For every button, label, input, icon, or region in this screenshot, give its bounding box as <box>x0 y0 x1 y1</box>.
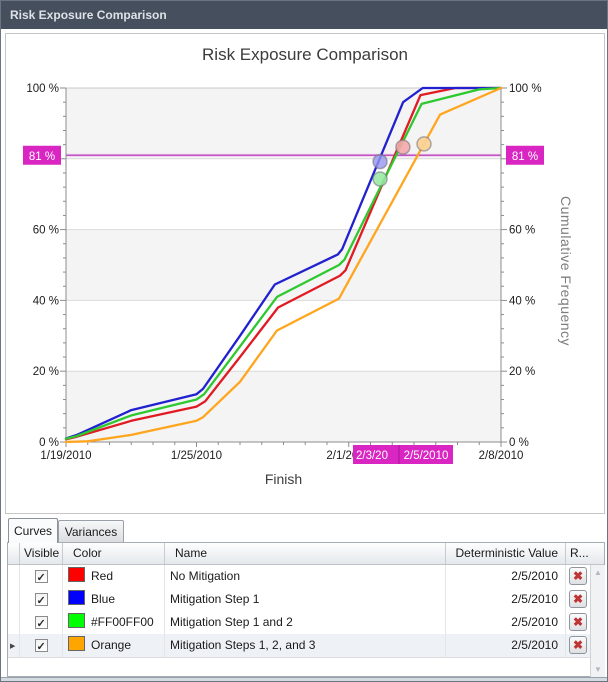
curve-2[interactable] <box>64 86 503 440</box>
color-name: #FF00FF00 <box>91 615 154 629</box>
header-color[interactable]: Color <box>63 543 165 564</box>
header-selector <box>8 543 20 564</box>
color-cell[interactable]: Blue <box>63 588 165 611</box>
tab-variances[interactable]: Variances <box>58 520 124 543</box>
color-cell[interactable]: Orange <box>63 634 165 657</box>
window-title: Risk Exposure Comparison <box>10 8 167 22</box>
table-header-row: Visible Color Name Deterministic Value R… <box>8 543 604 565</box>
checkbox-checked-icon <box>34 613 48 634</box>
deterministic-value-cell[interactable]: 2/5/2010 <box>446 565 566 588</box>
x-axis-title: Finish <box>264 471 303 487</box>
svg-text:2/8/2010: 2/8/2010 <box>479 450 524 462</box>
svg-text:0 %: 0 % <box>39 437 59 449</box>
row-selector-cell[interactable] <box>8 588 20 611</box>
scroll-down-icon[interactable]: ▼ <box>594 665 602 674</box>
curves[interactable] <box>64 86 503 444</box>
axis-ticks <box>60 87 507 447</box>
row-selector-cell[interactable] <box>8 611 20 634</box>
curve-name-cell[interactable]: Mitigation Step 1 and 2 <box>165 611 446 634</box>
color-cell[interactable]: Red <box>63 565 165 588</box>
svg-text:40 %: 40 % <box>509 295 535 307</box>
curve-0[interactable] <box>64 86 503 441</box>
svg-text:1/19/2010: 1/19/2010 <box>40 450 91 462</box>
deterministic-value-cell[interactable]: 2/5/2010 <box>446 634 566 657</box>
visible-checkbox[interactable] <box>20 634 63 657</box>
delete-curve-button[interactable] <box>569 590 587 608</box>
color-cell[interactable]: #FF00FF00 <box>63 611 165 634</box>
curves-table: Visible Color Name Deterministic Value R… <box>7 542 605 677</box>
marker-2 <box>372 171 388 187</box>
header-remove[interactable]: R... <box>570 546 589 560</box>
table-row[interactable]: Blue Mitigation Step 1 2/5/2010 <box>8 588 590 612</box>
delete-curve-button[interactable] <box>569 567 587 585</box>
window-titlebar[interactable]: Risk Exposure Comparison <box>1 1 607 29</box>
delete-cell <box>566 565 590 588</box>
color-swatch <box>68 636 85 651</box>
color-name: Blue <box>91 592 116 606</box>
curve-name-cell[interactable]: Mitigation Step 1 <box>165 588 446 611</box>
svg-text:2/5/2010: 2/5/2010 <box>404 450 449 462</box>
delete-cell <box>566 588 590 611</box>
color-swatch <box>68 567 85 582</box>
y-tick-labels: 0 % 0 % 20 % 20 % 40 % 40 % 60 % 60 % 100 % 100 % <box>26 83 541 449</box>
header-visible[interactable]: Visible <box>20 543 63 564</box>
table-row[interactable]: Red No Mitigation 2/5/2010 <box>8 565 590 589</box>
table-scrollbar[interactable]: ▲ ▼ <box>590 565 605 677</box>
curve-name-cell[interactable]: No Mitigation <box>165 565 446 588</box>
color-swatch <box>68 613 85 628</box>
marker-1 <box>372 153 388 170</box>
table-row[interactable]: #FF00FF00 Mitigation Step 1 and 2 2/5/20… <box>8 611 590 635</box>
svg-text:40 %: 40 % <box>33 295 59 307</box>
marker-0 <box>395 139 411 155</box>
y-axis-title: Cumulative Frequency <box>558 195 574 347</box>
delete-cell <box>566 611 590 634</box>
svg-text:81 %: 81 % <box>512 151 538 163</box>
svg-text:20 %: 20 % <box>33 366 59 378</box>
svg-text:0 %: 0 % <box>509 437 529 449</box>
visible-checkbox[interactable] <box>20 611 63 634</box>
svg-text:60 %: 60 % <box>509 225 535 237</box>
risk-chart[interactable]: 0 % 0 % 20 % 20 % 40 % 40 % 60 % 60 % 100 % 100 %… <box>5 33 605 514</box>
header-name[interactable]: Name <box>165 543 446 564</box>
checkbox-checked-icon <box>34 590 48 611</box>
threshold-crossing-markers <box>372 136 432 187</box>
tab-curves[interactable]: Curves <box>8 518 58 543</box>
marker-3 <box>416 136 432 152</box>
row-selector-cell[interactable] <box>8 565 20 588</box>
svg-text:81 %: 81 % <box>29 151 55 163</box>
x-axis-date-badges: 2/3/20 2/5/2010 <box>353 445 453 464</box>
header-deterministic-value[interactable]: Deterministic Value <box>446 543 566 564</box>
visible-checkbox[interactable] <box>20 565 63 588</box>
checkbox-checked-icon <box>34 636 48 657</box>
color-name: Red <box>91 569 114 583</box>
scroll-up-icon[interactable]: ▲ <box>594 568 602 577</box>
window-bottom-strip <box>1 677 607 681</box>
deterministic-value-cell[interactable]: 2/5/2010 <box>446 588 566 611</box>
delete-curve-button[interactable] <box>569 613 587 631</box>
visible-checkbox[interactable] <box>20 588 63 611</box>
delete-curve-button[interactable] <box>569 636 587 654</box>
interlace-bands <box>66 88 501 442</box>
svg-text:1/25/2010: 1/25/2010 <box>171 450 222 462</box>
svg-text:60 %: 60 % <box>33 225 59 237</box>
color-swatch <box>68 590 85 605</box>
color-name: Orange <box>91 638 132 652</box>
table-row-selected[interactable]: Orange Mitigation Steps 1, 2, and 3 2/5/… <box>8 634 590 658</box>
svg-text:100 %: 100 % <box>509 83 542 95</box>
svg-text:2/3/20: 2/3/20 <box>356 450 388 462</box>
curve-1[interactable] <box>64 86 503 440</box>
chart-title: Risk Exposure Comparison <box>202 45 408 64</box>
row-selector-cell[interactable] <box>8 634 20 657</box>
svg-text:20 %: 20 % <box>509 366 535 378</box>
curve-3[interactable] <box>64 86 503 444</box>
deterministic-value-cell[interactable]: 2/5/2010 <box>446 611 566 634</box>
svg-text:100 %: 100 % <box>26 83 59 95</box>
checkbox-checked-icon <box>34 567 48 588</box>
threshold-value-badges: 81 % 81 % <box>23 145 544 165</box>
curve-name-cell[interactable]: Mitigation Steps 1, 2, and 3 <box>165 634 446 657</box>
delete-cell <box>566 634 590 657</box>
